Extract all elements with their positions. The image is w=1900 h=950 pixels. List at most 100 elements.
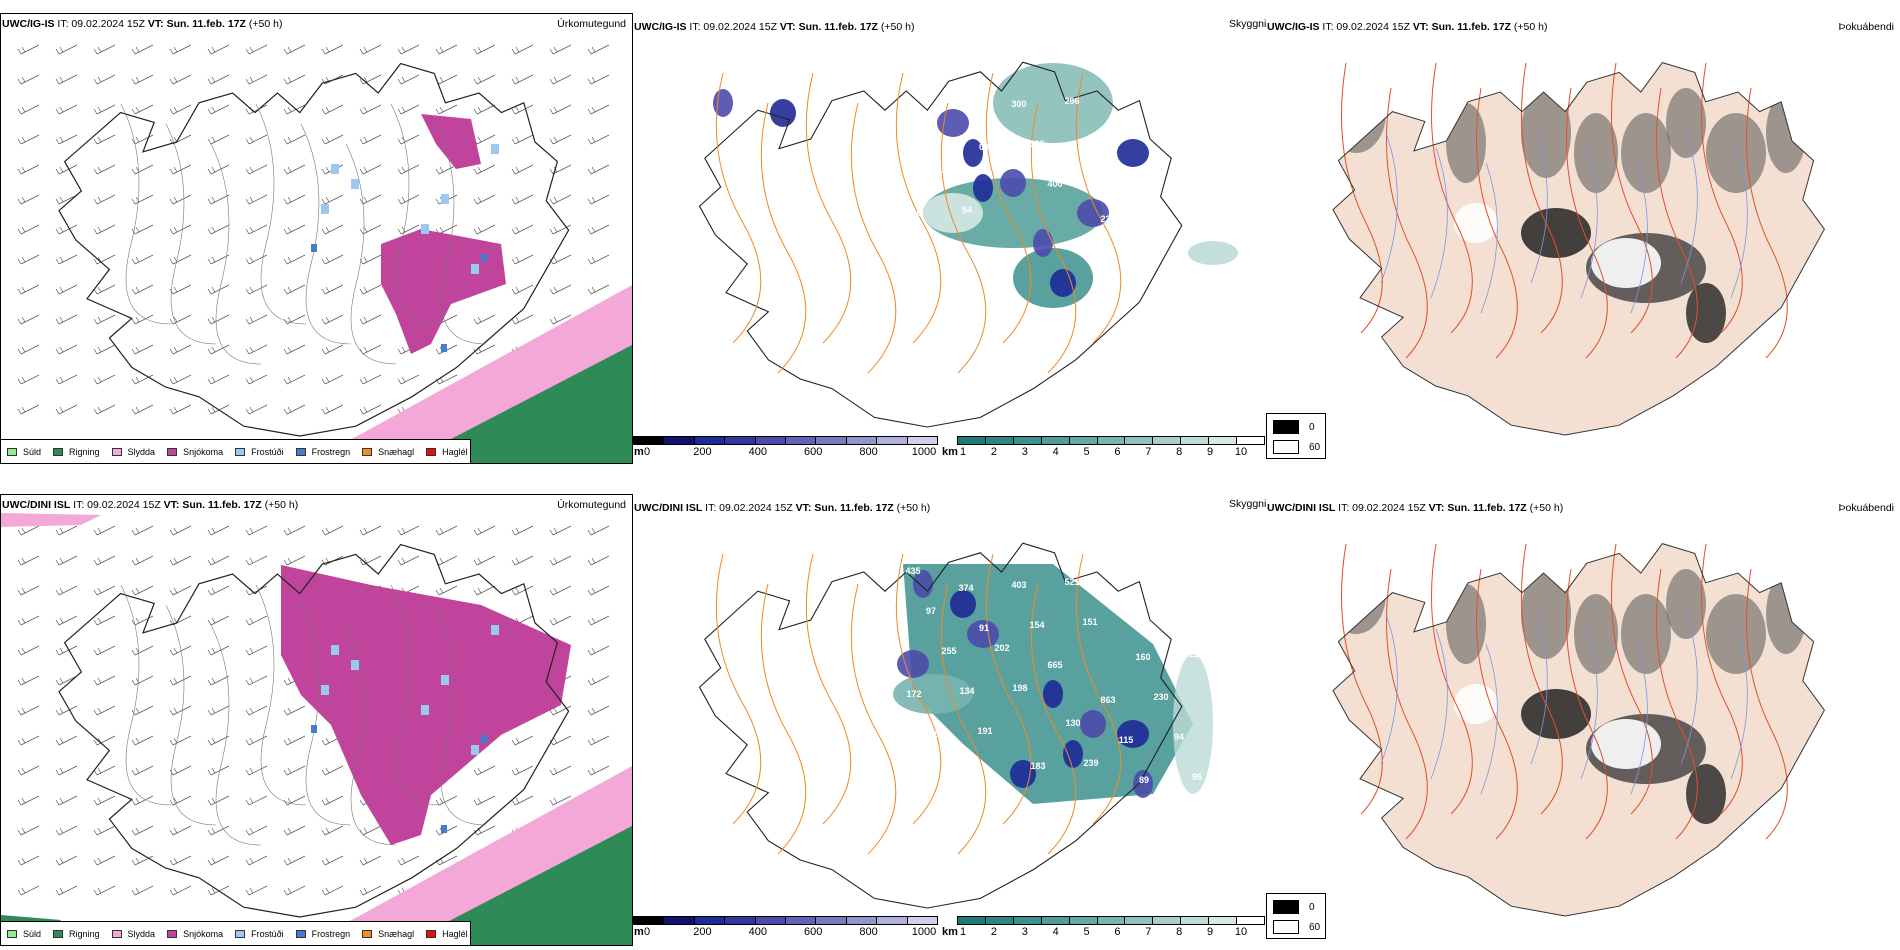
precip-legend-swatch (167, 929, 178, 938)
precip-legend-swatch (426, 447, 437, 456)
precip-legend-label: Slydda (127, 446, 156, 457)
road (1341, 62, 1383, 334)
wind-barb (245, 224, 268, 235)
contour-line (390, 103, 442, 325)
wind-barb (511, 44, 534, 55)
freezing-drizzle-area (351, 660, 359, 670)
river (1530, 613, 1548, 765)
map-shading (1574, 594, 1618, 674)
road (1746, 87, 1788, 359)
road-network (715, 553, 1122, 855)
cloud-base-label: 52 (1191, 168, 1201, 178)
road (1566, 568, 1608, 840)
wind-barb (549, 585, 572, 596)
wind-barb (549, 74, 572, 85)
wind-barb (359, 825, 382, 836)
precip-legend-label: Súld (23, 446, 42, 457)
wind-barb (207, 314, 230, 325)
lead-time: (+50 h) (1529, 502, 1564, 514)
wind-barb (93, 344, 116, 355)
wind-barb (93, 645, 116, 656)
precip-legend-swatch (295, 447, 306, 456)
colorbar-segment (877, 437, 908, 444)
wind-barb (131, 585, 154, 596)
colorbar-segment (1209, 437, 1238, 444)
wind-barb (283, 765, 306, 776)
road (1075, 72, 1122, 344)
wind-barb (473, 555, 496, 566)
wind-barb (17, 795, 40, 806)
cloud-base-label: 400 (1047, 179, 1062, 189)
freezing-rain-area (311, 725, 317, 733)
colorbar-tick-label: 3 (1021, 926, 1028, 938)
freezing-drizzle-area (331, 645, 339, 655)
lead-time: (+50 h) (1513, 21, 1548, 33)
wind-barb (207, 404, 230, 415)
colorbar-segment (1041, 437, 1070, 444)
freezing-rain-area (441, 825, 447, 833)
wind-barb (473, 765, 496, 776)
wind-barb (131, 254, 154, 265)
wind-barb (17, 735, 40, 746)
precip-legend-item: Slydda (111, 446, 156, 457)
wind-barb (549, 314, 572, 325)
wind-barb (169, 254, 192, 265)
colorbar-tick-label: 10 (1234, 446, 1248, 458)
precip-legend-item: Snjókoma (167, 447, 223, 457)
contour-line (390, 584, 442, 806)
cloud-base-label: 239 (1083, 758, 1098, 768)
wind-barb (169, 885, 192, 896)
map-shading (1666, 88, 1706, 158)
wind-barb (359, 224, 382, 235)
wind-barb (549, 194, 572, 205)
map-shading (923, 193, 983, 233)
wind-barb (321, 374, 344, 385)
fog-panel-dini: UWC/DINI ISL IT: 09.02.2024 15Z VT: Sun.… (1266, 494, 1900, 946)
wind-barb (359, 855, 382, 866)
wind-barb (359, 374, 382, 385)
wind-barb (131, 525, 154, 536)
wind-barb (17, 404, 40, 415)
wind-barb (321, 314, 344, 325)
freezing-drizzle-area (491, 144, 499, 154)
wind-barb (207, 164, 230, 175)
map-shading (897, 650, 929, 678)
parameter-name: Skyggni (1229, 18, 1266, 30)
contour-line (165, 123, 217, 345)
snow-area (421, 114, 481, 169)
wind-barb (169, 585, 192, 596)
river (1430, 147, 1448, 299)
wind-barb (359, 44, 382, 55)
wind-barb (549, 795, 572, 806)
wind-barb (283, 855, 306, 866)
precip-legend-swatch (53, 929, 64, 938)
lead-time: (+50 h) (896, 502, 931, 514)
model-name: UWC/IG-IS (634, 21, 687, 33)
wind-barb (55, 104, 78, 115)
wind-barb (93, 555, 116, 566)
colorbar-visibility (957, 436, 1265, 445)
colorbar-segment (664, 917, 695, 924)
wind-barb (397, 525, 420, 536)
fog-legend: 0 60 (1266, 893, 1326, 939)
cloud-base-label: 255 (941, 646, 956, 656)
map-shading (1080, 710, 1106, 738)
model-name: UWC/DINI ISL (634, 502, 703, 514)
wind-barb (169, 675, 192, 686)
wind-barb (17, 825, 40, 836)
road (1386, 568, 1428, 840)
wind-barb (17, 555, 40, 566)
wind-barb (359, 525, 382, 536)
wind-barb (245, 44, 268, 55)
wind-barb (587, 555, 610, 566)
wind-barb (93, 825, 116, 836)
colorbar-segment (846, 437, 878, 444)
precip-legend-label: Frostregn (311, 928, 351, 939)
precip-legend-label: Frostúði (251, 928, 284, 939)
road (1476, 568, 1518, 840)
wind-barb (17, 44, 40, 55)
colorbar-segment (786, 437, 817, 444)
colorbar-tick-label: 2 (990, 446, 997, 458)
wind-barb (283, 344, 306, 355)
wind-barb (549, 705, 572, 716)
